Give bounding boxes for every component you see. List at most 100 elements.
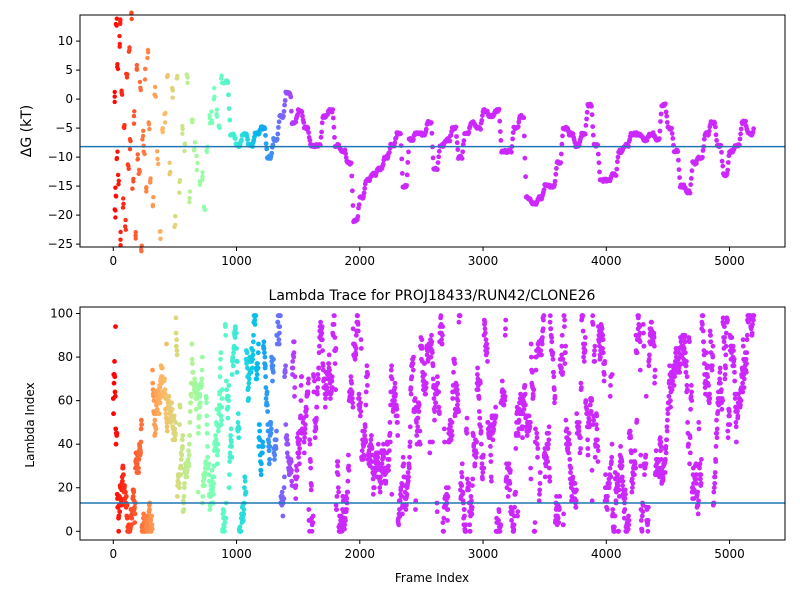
lambda-point	[547, 319, 553, 325]
lambda-point	[710, 354, 716, 360]
lambda-point	[169, 406, 175, 412]
delta-g-point	[435, 160, 441, 166]
lambda-point	[119, 502, 124, 508]
delta-g-point	[173, 214, 178, 219]
lambda-point	[665, 411, 671, 417]
lambda-point	[412, 409, 418, 414]
lambda-point	[551, 387, 557, 393]
lambda-point	[685, 387, 690, 393]
lambda-point	[173, 315, 179, 321]
lambda-point	[714, 430, 720, 436]
lambda-point	[250, 352, 256, 358]
lambda-point	[112, 374, 118, 380]
delta-g-point	[714, 138, 719, 143]
lambda-point	[138, 426, 144, 432]
lambda-point	[744, 350, 750, 356]
lambda-point	[394, 413, 400, 419]
lambda-point	[313, 426, 319, 432]
delta-g-point	[701, 136, 707, 142]
lambda-point	[172, 426, 178, 432]
lambda-point	[734, 439, 739, 445]
lambda-point	[682, 339, 688, 345]
lambda-point	[116, 528, 122, 534]
lambda-point	[407, 424, 413, 430]
lambda-point	[335, 459, 341, 464]
lambda-point	[646, 356, 652, 362]
lambda-point	[485, 359, 490, 364]
lambda-point	[481, 465, 487, 471]
lambda-point	[264, 402, 270, 408]
lambda-point	[592, 359, 598, 364]
lambda-point	[257, 422, 262, 427]
lambda-point	[283, 422, 289, 427]
lambda-point	[326, 352, 332, 358]
lambda-point	[221, 524, 227, 530]
lambda-point	[535, 446, 541, 451]
lambda-point	[149, 522, 155, 528]
lambda-point	[290, 365, 296, 371]
lambda-point	[304, 406, 309, 412]
lambda-point	[515, 513, 520, 519]
lambda-point	[416, 409, 422, 414]
lambda-point	[717, 365, 723, 371]
lambda-point	[540, 326, 546, 332]
lambda-point	[233, 326, 238, 332]
delta-g-point	[289, 108, 294, 114]
lambda-point	[687, 450, 693, 456]
lambda-point	[705, 374, 710, 380]
delta-g-point	[239, 137, 244, 143]
delta-g-point	[496, 106, 502, 112]
delta-g-point	[201, 204, 207, 209]
lambda-point	[139, 422, 145, 427]
lambda-point	[516, 417, 522, 423]
lambda-point	[646, 504, 651, 510]
lambda-point	[368, 437, 374, 443]
lambda-point	[334, 494, 340, 499]
lambda-point	[204, 400, 209, 406]
lambda-point	[204, 422, 210, 427]
lambda-point	[513, 446, 519, 451]
lambda-point	[123, 494, 129, 499]
lambda-point	[723, 352, 729, 358]
lambda-point	[604, 498, 610, 504]
lambda-point	[334, 507, 339, 512]
lambda-point	[346, 463, 352, 469]
lambda-point	[720, 398, 725, 403]
lambda-point	[477, 415, 483, 421]
delta-g-y-tick-label: −20	[48, 208, 73, 222]
lambda-point	[705, 363, 710, 369]
lambda-point	[173, 430, 178, 436]
lambda-point	[506, 461, 512, 467]
lambda-point	[555, 515, 561, 521]
lambda-point	[320, 363, 326, 369]
delta-g-point	[144, 189, 149, 194]
lambda-point	[502, 398, 508, 403]
delta-g-point	[350, 203, 356, 208]
lambda-point	[362, 428, 367, 434]
lambda-point	[129, 515, 135, 521]
delta-g-point	[428, 120, 434, 125]
lambda-point	[749, 330, 755, 336]
lambda-x-ticks: 0 1000 2000 3000 4000 5000	[109, 540, 745, 561]
lambda-point	[440, 332, 445, 338]
lambda-point	[612, 524, 617, 530]
lambda-point	[301, 439, 307, 445]
lambda-point	[475, 372, 480, 377]
lambda-point	[302, 422, 308, 427]
lambda-point	[536, 498, 542, 504]
delta-g-point	[130, 186, 135, 191]
lambda-point	[260, 450, 265, 456]
lambda-point	[640, 322, 646, 327]
lambda-point	[669, 387, 675, 393]
lambda-point	[352, 356, 358, 362]
lambda-point	[292, 385, 298, 390]
lambda-point	[683, 363, 689, 369]
lambda-point	[687, 461, 692, 467]
lambda-point	[520, 435, 525, 441]
lambda-point	[292, 393, 297, 399]
lambda-point	[335, 485, 341, 491]
lambda-point	[562, 361, 568, 366]
lambda-point	[327, 367, 332, 373]
lambda-point	[331, 322, 337, 327]
lambda-point	[260, 439, 266, 445]
